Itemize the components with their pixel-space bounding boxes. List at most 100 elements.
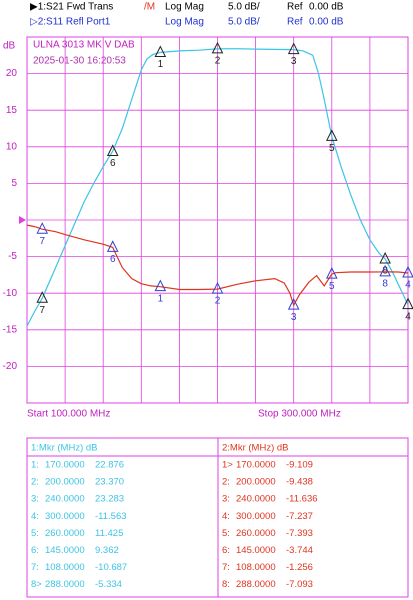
table-id: 5: [222, 528, 230, 539]
marker [36, 291, 49, 303]
table-id: 2: [222, 477, 230, 488]
trace1-label: ▶1:S21 Fwd Trans [30, 2, 113, 13]
table-value: -3.744 [286, 545, 313, 556]
table-id: 8> [31, 579, 42, 590]
marker-id: 5 [329, 143, 335, 154]
marker-id: 8 [382, 266, 388, 277]
table-freq: 240.0000 [236, 494, 276, 505]
ref2: 0.00 dB [309, 17, 344, 28]
y-tick-label: 20 [6, 68, 18, 79]
marker-id: 4 [405, 280, 411, 291]
table-value: -1.256 [286, 562, 313, 573]
table-id: 4: [31, 511, 39, 522]
y-tick-label: -5 [8, 251, 17, 262]
trace [26, 48, 409, 327]
timestamp: 2025-01-30 16:20:53 [33, 56, 126, 67]
y-tick-label: 10 [6, 141, 18, 152]
marker [402, 265, 413, 278]
table-value: -7.093 [286, 579, 313, 590]
marker [379, 251, 391, 264]
y-tick-label: 15 [6, 105, 18, 116]
marker [402, 297, 413, 310]
marker [287, 298, 300, 310]
table-header: 1:Mkr (MHz) dB [31, 443, 98, 454]
format1: Log Mag [165, 2, 204, 13]
y-unit: dB [3, 41, 16, 52]
marker-id: 2 [215, 296, 221, 307]
trace2-label: ▷2:S11 Refl Port1 [30, 17, 111, 28]
marker [154, 45, 167, 58]
marker-id: 3 [291, 56, 297, 67]
table-value: -7.237 [286, 511, 313, 522]
marker [211, 281, 224, 294]
table-freq: 200.0000 [45, 477, 85, 488]
table-freq: 170.0000 [45, 460, 85, 471]
table-freq: 288.0000 [236, 579, 276, 590]
stop-label: Stop 300.000 MHz [258, 409, 341, 420]
table-value: -5.334 [95, 579, 122, 590]
y-tick-label: -10 [3, 288, 18, 299]
marker-id: 6 [110, 158, 116, 169]
marker-id: 1 [158, 293, 164, 304]
marker-flag: /M [144, 2, 155, 13]
table-value: -7.393 [286, 528, 313, 539]
table-id: 1: [31, 460, 39, 471]
table-freq: 170.0000 [236, 460, 276, 471]
marker-id: 4 [405, 311, 411, 322]
table-value: 9.362 [95, 545, 119, 556]
marker-id: 2 [215, 56, 221, 67]
format2: Log Mag [165, 17, 204, 28]
table-value: -11.636 [286, 494, 318, 505]
table-freq: 200.0000 [236, 477, 276, 488]
table-id: 1> [222, 460, 233, 471]
table-freq: 145.0000 [45, 545, 85, 556]
marker [287, 42, 300, 55]
table-value: 23.283 [95, 494, 124, 505]
marker [211, 41, 224, 54]
marker [325, 266, 338, 279]
marker-id: 5 [329, 281, 335, 292]
marker [106, 240, 119, 252]
table-freq: 260.0000 [45, 528, 85, 539]
y-tick-label: -20 [3, 361, 18, 372]
table-id: 7: [31, 562, 39, 573]
table-value: 11.425 [95, 528, 123, 539]
table-freq: 260.0000 [236, 528, 276, 539]
trace [26, 224, 409, 307]
table-id: 3: [222, 494, 230, 505]
table-freq: 300.0000 [45, 511, 85, 522]
table-value: -11.563 [95, 511, 127, 522]
chart-title: ULNA 3013 MK V DAB [33, 40, 135, 51]
table-freq: 300.0000 [236, 511, 276, 522]
marker [106, 144, 119, 156]
ref-word2: Ref [287, 17, 303, 28]
ref-arrow [19, 216, 26, 224]
table-value: 23.370 [95, 477, 124, 488]
table-freq: 288.0000 [45, 579, 85, 590]
marker-id: 6 [110, 254, 116, 265]
table-freq: 108.0000 [236, 562, 276, 573]
y-tick-label: 5 [11, 178, 17, 189]
table-value: -9.109 [286, 460, 313, 471]
marker-id: 7 [39, 236, 45, 247]
table-id: 6: [222, 545, 230, 556]
table-value: -10.687 [95, 562, 127, 573]
scale1: 5.0 dB/ [228, 2, 260, 13]
table-id: 2: [31, 477, 39, 488]
table-id: 8: [222, 579, 230, 590]
marker-id: 1 [158, 59, 164, 70]
table-freq: 240.0000 [45, 494, 85, 505]
start-label: Start 100.000 MHz [27, 409, 110, 420]
table-freq: 108.0000 [45, 562, 85, 573]
table-id: 4: [222, 511, 230, 522]
ref1: 0.00 dB [309, 2, 344, 13]
marker [154, 279, 167, 292]
marker [379, 264, 391, 277]
table-freq: 145.0000 [236, 545, 276, 556]
table-value: -9.438 [286, 477, 313, 488]
marker-id: 7 [39, 305, 45, 316]
table-id: 6: [31, 545, 39, 556]
